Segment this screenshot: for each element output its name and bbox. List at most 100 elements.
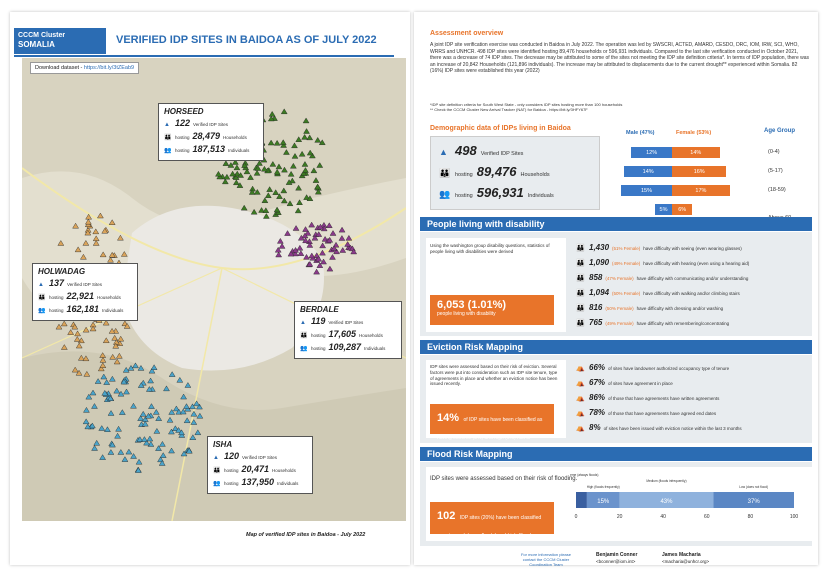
idp-site-marker (83, 370, 91, 377)
idp-site-marker (112, 342, 120, 349)
title-divider (14, 55, 394, 57)
idp-site-marker (85, 393, 93, 400)
disability-description: have difficulty with dressing and/or was… (636, 306, 724, 311)
flood-category-label: Medium (floods infrequently) (646, 479, 686, 483)
family-icon: 👪 (164, 135, 172, 141)
eviction-banner: Eviction Risk Mapping (420, 340, 812, 354)
family-icon: 👪 (576, 320, 585, 327)
site-count: 137 (49, 278, 65, 288)
idp-site-marker (84, 229, 92, 236)
hosting-label: hosting (455, 172, 473, 178)
idp-site-marker (107, 256, 114, 263)
idp-site-marker (82, 418, 90, 425)
disability-female-share: (47% Female) (605, 276, 634, 281)
tent-icon: ⛺ (576, 380, 585, 387)
eviction-percent: 78% (589, 408, 606, 417)
pyramid-female-bar: 14% (672, 147, 720, 158)
disability-female-share: (51% Female) (612, 246, 641, 251)
eviction-intro: IDP sites were assessed based on their r… (430, 364, 558, 387)
idp-site-marker (317, 223, 324, 230)
idp-site-marker (267, 139, 275, 146)
idp-site-marker (314, 136, 322, 143)
people-icon: 👥 (439, 189, 451, 199)
idp-site-marker (85, 213, 92, 220)
site-count: 119 (311, 316, 326, 326)
family-icon: 👪 (576, 245, 585, 252)
download-label: Download dataset - (35, 65, 84, 71)
idp-site-marker (184, 382, 192, 388)
flood-banner: Flood Risk Mapping (420, 447, 812, 461)
pyramid-male-bar: 15% (621, 185, 672, 196)
individual-count: 162,181 (66, 304, 100, 314)
flood-x-tick: 60 (704, 514, 710, 520)
idp-site-marker (280, 108, 288, 115)
pyramid-female-header: Female (53%) (676, 130, 712, 136)
idp-site-marker (80, 253, 87, 260)
eviction-stat-row: ⛺ 86% of those that have agreements have w… (576, 393, 719, 402)
disability-total: 6,053 (1.01%) (437, 299, 507, 311)
page-title: VERIFIED IDP SITES IN BAIDOA AS OF JULY … (116, 34, 377, 46)
idp-site-marker (304, 230, 312, 236)
idp-site-marker (113, 358, 121, 365)
idp-site-marker (296, 244, 304, 251)
idp-site-marker (303, 128, 310, 134)
idp-site-marker (339, 247, 347, 253)
flood-segment-label: 43% (660, 499, 673, 505)
idp-site-marker (114, 432, 121, 439)
idp-site-marker (123, 323, 131, 329)
idp-site-marker (117, 335, 125, 342)
idp-site-marker (232, 179, 240, 186)
idp-site-marker (88, 422, 96, 429)
idp-site-marker (250, 208, 258, 215)
idp-site-marker (122, 366, 130, 373)
idp-site-marker (301, 161, 309, 167)
disability-count: 858 (589, 273, 603, 282)
download-url[interactable]: https://bit.ly/3tZEab9 (83, 65, 135, 71)
flood-highlight-box: 102 IDP sites (20%) have been classified… (430, 502, 554, 557)
idp-site-marker (338, 226, 346, 233)
map-caption: Map of verified IDP sites in Baidoa - Ju… (246, 532, 366, 538)
family-icon: 👪 (300, 333, 308, 339)
idp-site-marker (280, 142, 287, 148)
idp-site-marker (109, 441, 116, 448)
idp-site-marker (319, 242, 326, 249)
idp-site-marker (301, 134, 308, 140)
contact-1-email[interactable]: <bconner@iom.int> (596, 558, 636, 564)
download-dataset-link[interactable]: Download dataset - https://bit.ly/3tZEab… (30, 62, 140, 74)
idp-site-marker (108, 251, 116, 258)
tent-icon: ▲ (38, 282, 44, 288)
tent-icon: ▲ (300, 320, 306, 326)
idp-site-marker (147, 377, 154, 384)
eviction-stat-row: ⛺ 8% of sites have been issued with evicti… (576, 423, 742, 432)
hosting-label: hosting (175, 148, 190, 153)
idp-site-marker (146, 435, 154, 442)
idp-site-marker (240, 204, 248, 211)
idp-site-marker (303, 254, 310, 260)
idp-site-marker (123, 388, 130, 395)
idp-site-marker (291, 153, 299, 159)
family-icon: 👪 (38, 295, 46, 301)
contact-2-email[interactable]: <macharia@unhcr.org> (662, 558, 710, 564)
individual-label: Individuals (364, 346, 386, 351)
contact-note: For more information please contact the … (520, 552, 572, 567)
total-sites-label: Verified IDP Sites (480, 151, 524, 157)
idp-site-marker (137, 415, 144, 421)
people-icon: 👥 (300, 346, 308, 352)
idp-site-marker (137, 382, 145, 388)
idp-site-marker (248, 189, 256, 195)
idp-site-marker (130, 453, 137, 459)
idp-site-marker (135, 467, 142, 473)
household-count: 22,921 (66, 291, 95, 301)
idp-site-marker (135, 458, 143, 465)
idp-site-marker (150, 364, 158, 370)
site-name: HOLWADAG (38, 267, 86, 276)
idp-site-marker (287, 250, 295, 257)
idp-site-marker (101, 227, 109, 234)
family-icon: 👪 (576, 290, 585, 297)
disability-stat-row: 👪 1,090 (49% Female) have difficulty with h… (576, 258, 749, 267)
idp-site-marker (286, 200, 294, 207)
idp-site-marker (316, 262, 324, 268)
idp-site-marker (280, 187, 288, 194)
disability-description: have difficulty with communicating and/o… (636, 276, 749, 281)
disability-description: have difficulty with hearing (even using… (643, 261, 750, 266)
